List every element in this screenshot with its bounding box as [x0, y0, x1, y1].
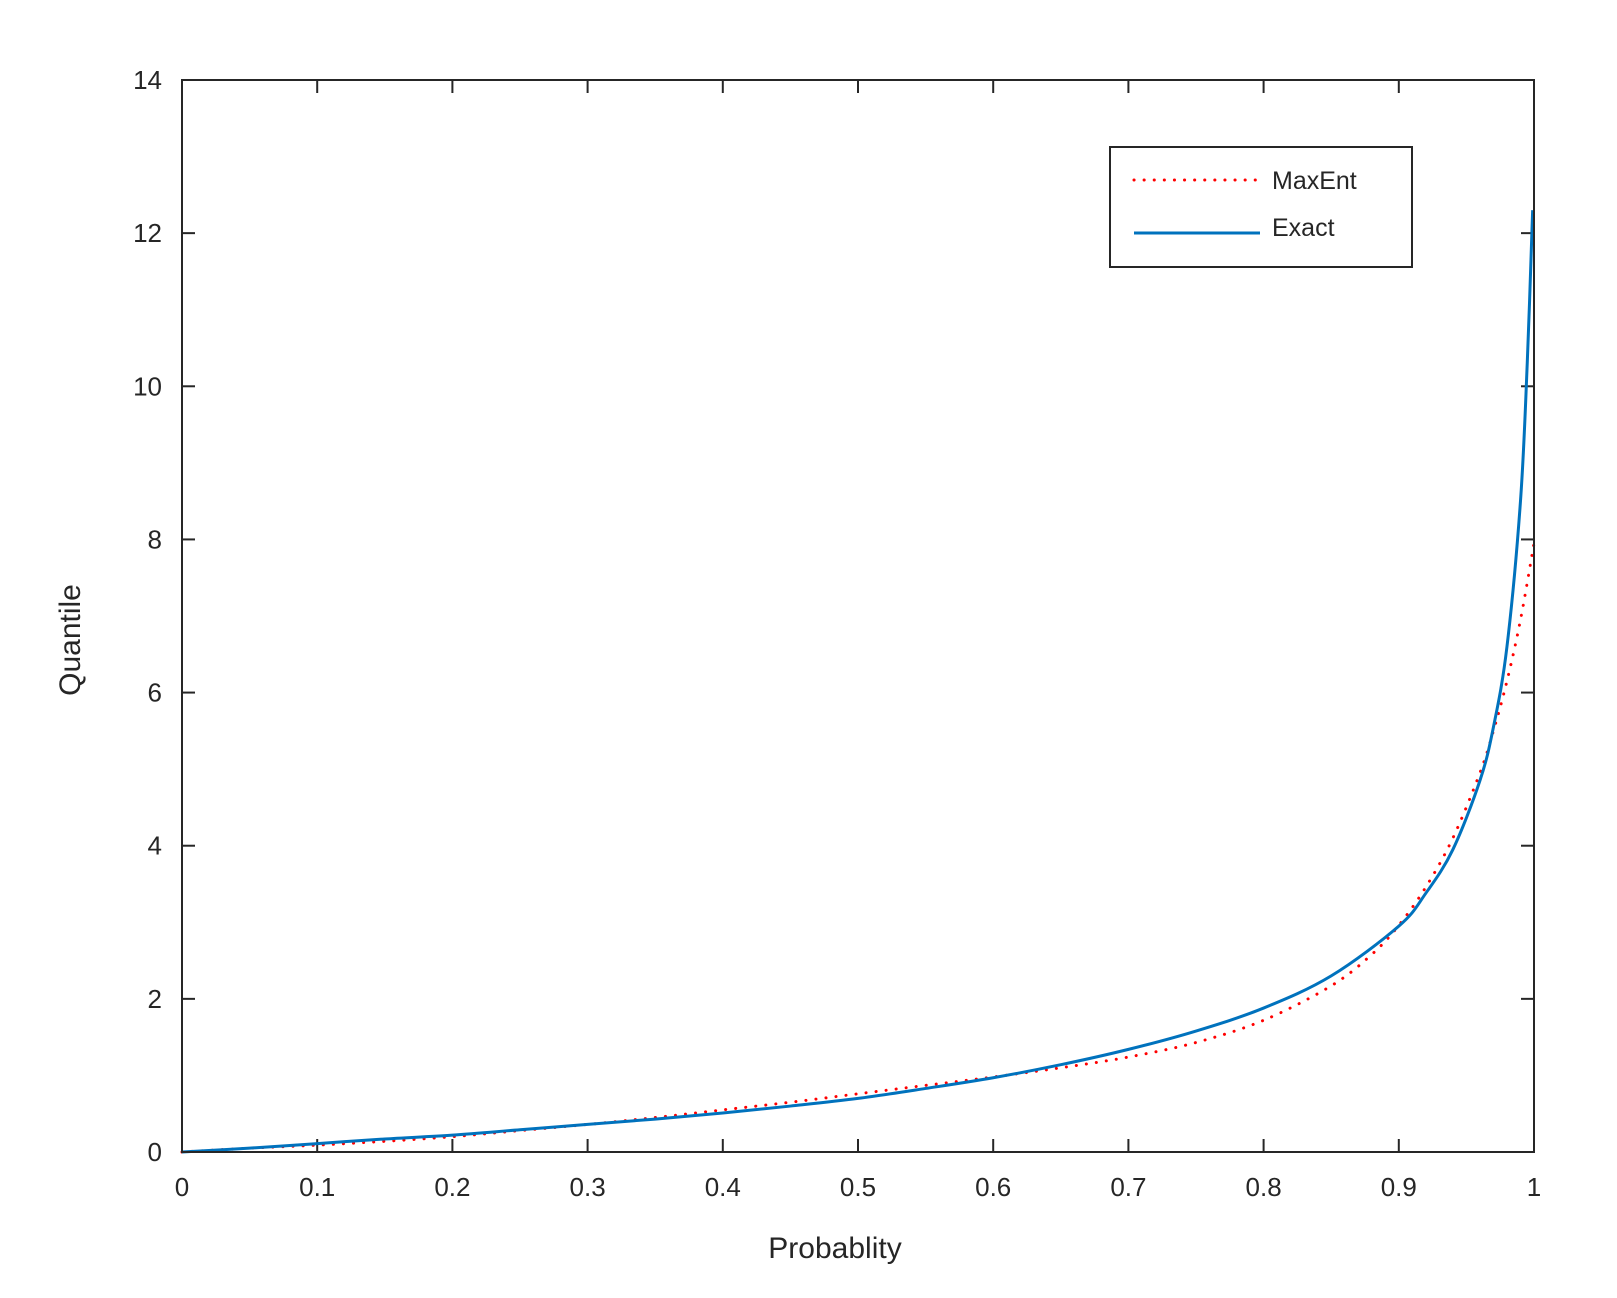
y-tick-label: 10	[133, 371, 162, 401]
y-tick-label: 12	[133, 218, 162, 248]
x-tick-label: 0.9	[1381, 1172, 1417, 1202]
series-layer	[180, 210, 1536, 1154]
y-tick-label: 6	[148, 678, 162, 708]
x-tick-label: 1	[1527, 1172, 1541, 1202]
x-tick-label: 0.8	[1246, 1172, 1282, 1202]
x-tick-label: 0.1	[299, 1172, 335, 1202]
y-tick-label: 0	[148, 1137, 162, 1167]
x-tick-label: 0	[175, 1172, 189, 1202]
x-tick-label: 0.2	[434, 1172, 470, 1202]
series-line-exact	[181, 210, 1535, 1154]
x-axis-label: Probablity	[768, 1232, 901, 1265]
legend: MaxEnt Exact	[1109, 146, 1413, 268]
plot-area-border	[181, 79, 1535, 1153]
y-tick-label: 4	[148, 831, 162, 861]
legend-box	[1109, 146, 1413, 268]
x-tick-label: 0.6	[975, 1172, 1011, 1202]
x-tick-label: 0.3	[570, 1172, 606, 1202]
legend-label-exact: Exact	[1272, 214, 1335, 242]
y-tick-label: 14	[133, 65, 162, 95]
y-axis-label: Quantile	[54, 584, 87, 696]
x-tick-label: 0.7	[1110, 1172, 1146, 1202]
x-tick-label: 0.5	[840, 1172, 876, 1202]
y-tick-label: 8	[148, 524, 162, 554]
y-tick-label: 2	[148, 984, 162, 1014]
x-tick-label: 0.4	[705, 1172, 741, 1202]
legend-label-maxent: MaxEnt	[1272, 167, 1357, 195]
